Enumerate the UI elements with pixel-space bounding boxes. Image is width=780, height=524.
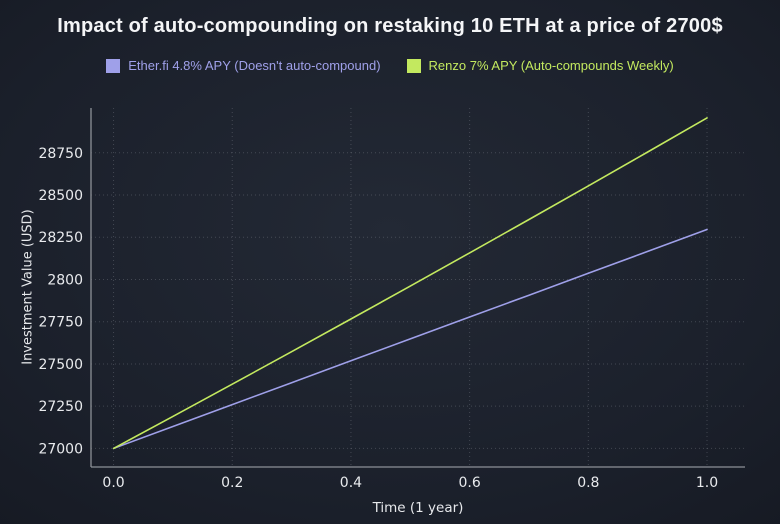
renzo-legend-swatch [406, 58, 421, 73]
x-axis-title: Time (1 year) [372, 500, 464, 516]
y-tick-label: 27000 [38, 441, 83, 457]
x-tick-label: 1.0 [696, 475, 718, 491]
renzo-legend-label: Renzo 7% APY (Auto-compounds Weekly) [428, 58, 674, 73]
y-tick-label: 27500 [38, 357, 83, 373]
etherfi-legend-label: Ether.fi 4.8% APY (Doesn't auto-compound… [128, 58, 381, 73]
legend-item-etherfi: Ether.fi 4.8% APY (Doesn't auto-compound… [106, 58, 381, 73]
legend: Ether.fi 4.8% APY (Doesn't auto-compound… [0, 58, 780, 73]
x-tick-label: 0.6 [458, 475, 480, 491]
etherfi-legend-swatch [106, 58, 121, 73]
chart-title: Impact of auto-compounding on restaking … [57, 15, 723, 37]
series-line-etherfi [112, 228, 708, 450]
x-tick-label: 0.8 [577, 475, 599, 491]
y-tick-label: 2800 [47, 272, 83, 288]
y-tick-label: 28750 [38, 146, 83, 162]
y-tick-label: 28250 [38, 230, 83, 246]
legend-item-renzo: Renzo 7% APY (Auto-compounds Weekly) [406, 58, 674, 73]
x-tick-label: 0.2 [221, 475, 243, 491]
x-tick-label: 0.0 [102, 475, 124, 491]
y-tick-label: 27250 [38, 399, 83, 415]
y-tick-label: 27750 [38, 315, 83, 331]
y-tick-label: 28500 [38, 188, 83, 204]
series-line-renzo [112, 117, 708, 450]
x-tick-label: 0.4 [340, 475, 362, 491]
